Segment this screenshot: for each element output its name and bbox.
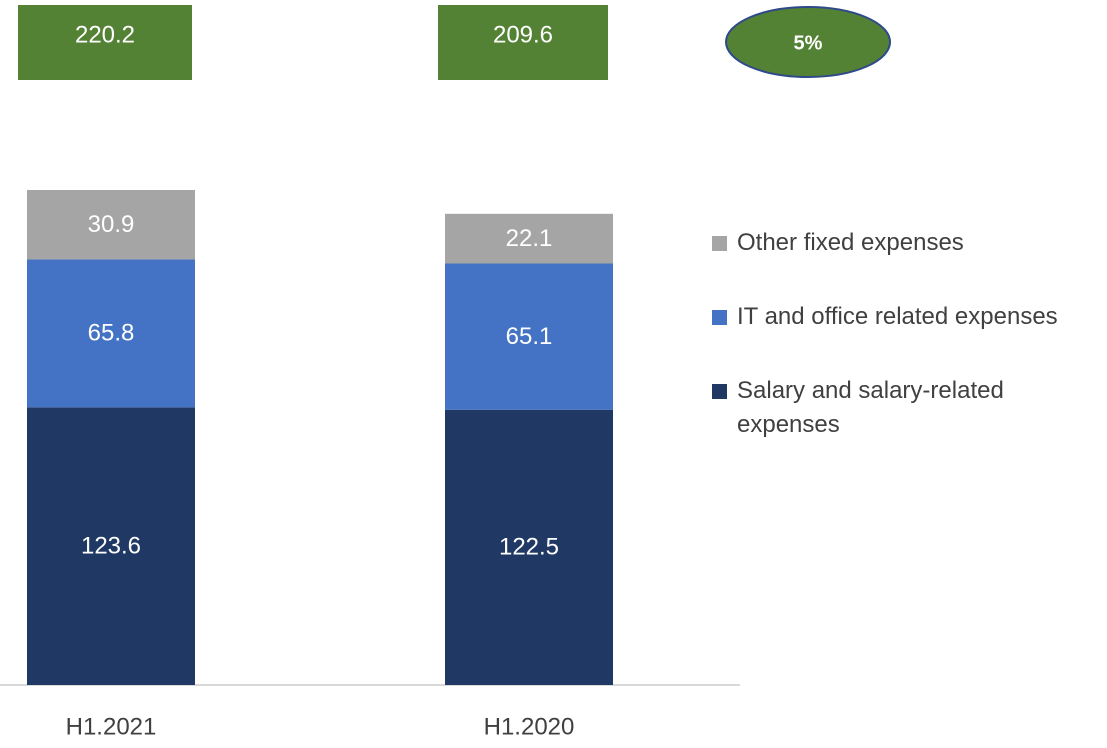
- total-label: 209.6: [493, 21, 553, 48]
- total-box: [18, 5, 192, 80]
- legend-item: Other fixed expenses: [712, 226, 1107, 260]
- bar-segment: [27, 190, 195, 260]
- value-label: 122.5: [499, 534, 559, 561]
- total-label: 220.2: [75, 21, 135, 48]
- bar-segment: [27, 259, 195, 408]
- value-label: 65.8: [88, 320, 135, 347]
- x-tick-label: H1.2021: [66, 713, 157, 740]
- bar-segment: [445, 409, 613, 685]
- legend: Other fixed expenses IT and office relate…: [712, 226, 1107, 482]
- legend-item: IT and office related expenses: [712, 300, 1107, 334]
- legend-item: Salary and salary-related expenses: [712, 374, 1107, 442]
- legend-swatch: [712, 384, 727, 399]
- annotation-oval: [725, 6, 891, 78]
- annotation: 5%: [794, 32, 823, 54]
- value-label: 22.1: [506, 225, 553, 252]
- bar-segment: [27, 407, 195, 685]
- value-label: 30.9: [88, 211, 135, 238]
- value-label: 123.6: [81, 532, 141, 559]
- total-box: [438, 5, 608, 80]
- bar-segment: [445, 213, 613, 264]
- value-label: 65.1: [506, 323, 553, 350]
- legend-label: Salary and salary-related expenses: [737, 377, 1004, 438]
- legend-swatch: [712, 236, 727, 251]
- legend-swatch: [712, 310, 727, 325]
- x-tick-label: H1.2020: [484, 713, 575, 740]
- bar-segment: [445, 263, 613, 410]
- legend-label: Other fixed expenses: [737, 229, 964, 256]
- legend-label: IT and office related expenses: [737, 303, 1058, 330]
